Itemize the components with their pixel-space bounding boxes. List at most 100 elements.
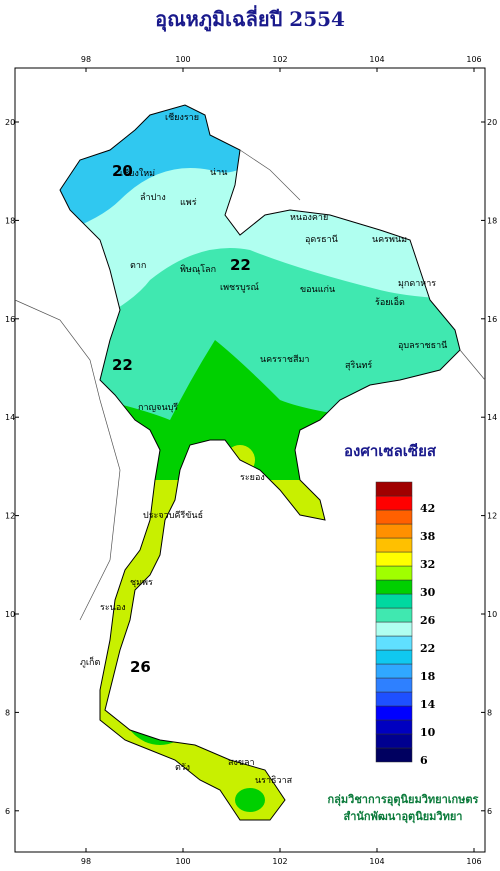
legend-swatch — [375, 537, 413, 553]
lon-label: 102 — [272, 55, 287, 64]
legend-swatch — [375, 607, 413, 623]
legend-label: 42 — [420, 502, 435, 515]
places: เชียงราย เชียงใหม่ น่าน ลำปาง แพร่ ตาก พ… — [80, 112, 447, 786]
lat-label: 20 — [487, 118, 497, 127]
lon-label: 104 — [369, 857, 384, 866]
place: มุกดาหาร — [398, 279, 436, 289]
lat-label: 14 — [487, 413, 497, 422]
legend-swatch — [375, 565, 413, 581]
legend-label: 26 — [420, 614, 436, 627]
place: เชียงใหม่ — [120, 168, 155, 179]
legend-swatch — [375, 635, 413, 651]
neighbor-border — [14, 299, 121, 621]
lat-label: 18 — [487, 216, 497, 225]
contour-label: 22 — [112, 356, 133, 374]
legend: 6 10 14 18 22 26 30 32 38 42 — [375, 481, 436, 767]
place: หนองคาย — [290, 213, 328, 223]
lat-label: 18 — [5, 216, 15, 225]
legend-swatch — [375, 649, 413, 665]
place: เพชรบูรณ์ — [220, 281, 259, 293]
lat-label: 12 — [5, 512, 15, 521]
lon-label: 106 — [466, 55, 481, 64]
place: นราธิวาส — [255, 775, 293, 786]
place: สุรินทร์ — [345, 359, 372, 371]
legend-swatch — [375, 495, 413, 511]
legend-label: 38 — [420, 530, 436, 543]
zone-24-south2 — [235, 788, 265, 812]
legend-label: 14 — [420, 698, 436, 711]
legend-swatch — [375, 593, 413, 609]
legend-swatch — [375, 733, 413, 749]
lon-label: 100 — [175, 55, 190, 64]
place: ตาก — [130, 261, 146, 271]
legend-swatch — [375, 551, 413, 567]
lon-label: 98 — [81, 857, 91, 866]
legend-swatch — [375, 719, 413, 735]
lat-label: 20 — [5, 118, 15, 127]
legend-label: 22 — [420, 642, 435, 655]
place: ระนอง — [100, 603, 126, 613]
lat-label: 6 — [487, 807, 492, 816]
legend-swatch — [375, 705, 413, 721]
neighbor-border — [239, 149, 486, 381]
legend-swatch — [375, 509, 413, 525]
contour-label: 20 — [112, 162, 133, 180]
legend-label: 32 — [420, 558, 435, 571]
contour-label: 22 — [230, 256, 251, 274]
place: ระยอง — [240, 473, 265, 483]
place: นครราชสีมา — [260, 354, 309, 365]
contour-label: 26 — [130, 658, 151, 676]
legend-label: 10 — [420, 726, 436, 739]
credit: สำนักพัฒนาอุตุนิยมวิทยา — [344, 810, 463, 824]
place: กาญจนบุรี — [138, 402, 178, 413]
map-frame — [14, 67, 486, 853]
place: อุบลราชธานี — [398, 340, 447, 351]
lon-label: 100 — [175, 857, 190, 866]
legend-swatch — [375, 481, 413, 497]
place: แพร่ — [180, 198, 197, 208]
legend-swatch — [375, 691, 413, 707]
legend-label: 18 — [420, 670, 436, 683]
lat-label: 6 — [5, 807, 10, 816]
legend-swatch — [375, 747, 413, 763]
lon-label: 102 — [272, 857, 287, 866]
lat-label: 16 — [5, 315, 15, 324]
place: เชียงราย — [165, 112, 199, 123]
lat-label: 10 — [5, 610, 15, 619]
place: ประจวบคีรีขันธ์ — [143, 509, 203, 521]
lat-label: 16 — [487, 315, 497, 324]
legend-swatch — [375, 663, 413, 679]
place: ตรัง — [175, 763, 190, 773]
place: ภูเก็ต — [80, 655, 100, 668]
place: น่าน — [210, 168, 227, 178]
country-outline — [59, 104, 461, 821]
lat-label: 8 — [5, 708, 10, 717]
lat-label: 14 — [5, 413, 15, 422]
place: สงขลา — [228, 758, 255, 768]
legend-label: 6 — [420, 754, 428, 767]
lon-label: 104 — [369, 55, 384, 64]
legend-unit: องศาเซลเซียส — [344, 442, 437, 460]
title: อุณหภูมิเฉลี่ยปี 2554 — [155, 4, 345, 33]
legend-swatch — [375, 579, 413, 595]
legend-label: 30 — [420, 586, 436, 599]
place: ร้อยเอ็ด — [375, 295, 405, 308]
lat-label: 12 — [487, 512, 497, 521]
place: นครพนม — [372, 235, 407, 245]
place: พิษณุโลก — [180, 264, 216, 275]
place: อุดรธานี — [305, 234, 338, 245]
legend-swatch — [375, 523, 413, 539]
lon-label: 106 — [466, 857, 481, 866]
credit: กลุ่มวิชาการอุตุนิยมวิทยาเกษตร — [328, 793, 479, 807]
legend-swatch — [375, 677, 413, 693]
lat-label: 8 — [487, 708, 492, 717]
place: ลำปาง — [140, 192, 166, 203]
legend-swatch — [375, 621, 413, 637]
lon-label: 98 — [81, 55, 91, 64]
lat-label: 10 — [487, 610, 497, 619]
place: ชุมพร — [130, 578, 153, 588]
